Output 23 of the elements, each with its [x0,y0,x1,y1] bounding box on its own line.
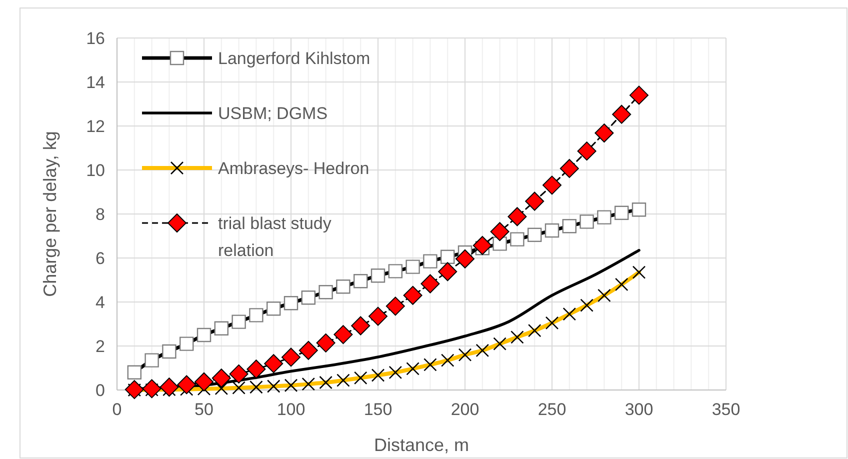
y-tick-label: 16 [86,29,105,48]
y-tick-label: 14 [86,73,105,92]
y-tick-label: 4 [96,293,105,312]
y-tick-label: 0 [96,381,105,400]
y-tick-label: 10 [86,161,105,180]
y-tick-label: 6 [96,249,105,268]
y-tick-label: 2 [96,337,105,356]
y-tick-label: 8 [96,205,105,224]
x-tick-label: 50 [194,400,214,419]
x-tick-label: 250 [538,400,566,419]
legend-label: Ambraseys- Hedron [218,159,370,178]
y-axis-title: Charge per delay, kg [40,131,60,297]
x-tick-label: 100 [276,400,306,419]
y-tick-label: 12 [86,117,105,136]
legend-label: USBM; DGMS [218,104,328,123]
x-axis-title: Distance, m [374,435,470,455]
x-tick-label: 350 [712,400,740,419]
x-tick-label: 300 [624,400,654,419]
x-tick-label: 0 [112,400,122,419]
legend-label: trial blast study relation [218,214,332,260]
legend-label: Langerford Kihlstom [218,49,370,68]
x-tick-label: 200 [450,400,480,419]
x-tick-label: 150 [364,400,392,419]
